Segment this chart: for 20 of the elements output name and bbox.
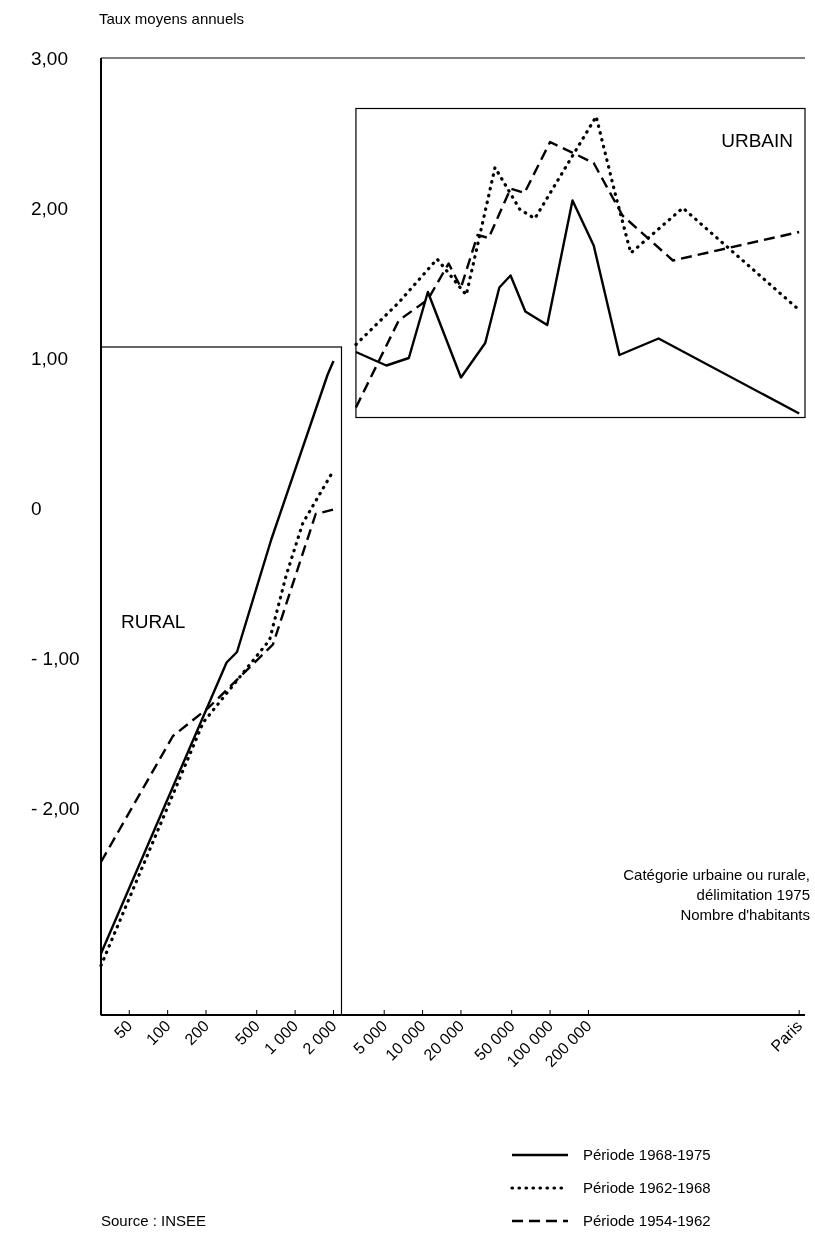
- x-axis-title: Catégorie urbaine ou rurale, délimitation 1975 Nombre d'habitants: [623, 866, 810, 923]
- legend-label: Période 1954-1962: [583, 1212, 711, 1229]
- x-tick-label: 200: [181, 1017, 213, 1048]
- y-axis-title: Taux moyens annuels: [99, 10, 245, 27]
- legend-label: Période 1968-1975: [583, 1146, 711, 1163]
- x-tick-label: 500: [231, 1017, 263, 1048]
- x-tick-label: 2 000: [299, 1017, 340, 1058]
- annotation: RURAL: [121, 611, 186, 632]
- y-tick-label: 1,00: [31, 348, 68, 369]
- y-tick-label: 3,00: [31, 48, 68, 69]
- y-tick-label: 0: [31, 498, 42, 519]
- y-tick-label: - 2,00: [31, 798, 80, 819]
- y-tick-label: - 1,00: [31, 648, 80, 669]
- x-tick-label: 1 000: [260, 1017, 302, 1058]
- x-tick-label: 100: [142, 1017, 174, 1048]
- annotation: URBAIN: [721, 129, 793, 151]
- x-tick-label: 50: [110, 1017, 136, 1042]
- legend-label: Période 1962-1968: [583, 1179, 711, 1196]
- y-tick-label: 2,00: [31, 198, 68, 219]
- source-note: Source : INSEE: [101, 1212, 207, 1229]
